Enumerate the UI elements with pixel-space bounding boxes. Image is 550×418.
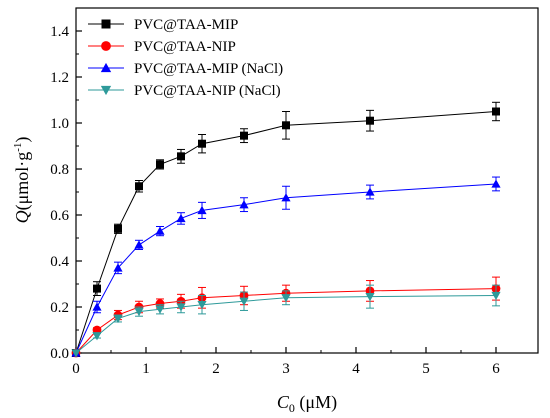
- data-point: [114, 224, 122, 233]
- data-point: [366, 116, 374, 125]
- y-tick-label: 1.2: [50, 70, 69, 86]
- data-point: [93, 284, 101, 293]
- series-3: [71, 176, 501, 357]
- ticks: 0 1 2 3 4 5 6 0.0 0.2 0.4 0.6 0.8 1.0 1.2 1.4: [50, 24, 500, 377]
- data-point: [177, 152, 185, 161]
- data-point: [113, 314, 123, 324]
- x-tick-label: 5: [422, 361, 430, 377]
- data-point: [113, 263, 123, 272]
- data-point: [197, 205, 207, 215]
- data-point: [92, 302, 102, 311]
- y-tick-label: 0.4: [50, 254, 69, 270]
- legend-item: PVC@TAA-NIP: [88, 39, 236, 55]
- data-point: [491, 179, 501, 188]
- series-layer: [71, 101, 501, 358]
- x-tick-label: 1: [142, 361, 150, 377]
- y-tick-label: 1.0: [50, 116, 69, 132]
- data-point: [197, 301, 207, 310]
- data-point: [492, 107, 500, 116]
- legend-label: PVC@TAA-MIP (NaCl): [134, 61, 283, 77]
- series-2: [71, 276, 501, 358]
- x-tick-label: 4: [352, 361, 360, 377]
- data-point: [135, 182, 143, 191]
- data-point: [281, 294, 291, 303]
- legend-marker: [101, 41, 111, 51]
- series-line: [75, 111, 497, 354]
- data-point: [176, 303, 186, 312]
- x-tick-label: 2: [212, 361, 220, 377]
- data-point: [134, 307, 144, 317]
- data-point: [240, 131, 248, 140]
- legend-label: PVC@TAA-NIP: [134, 39, 236, 55]
- x-tick-label: 3: [282, 361, 290, 377]
- series-1: [72, 101, 500, 357]
- data-point: [92, 332, 102, 341]
- data-point: [365, 187, 375, 196]
- data-point: [156, 160, 164, 169]
- legend-marker: [100, 62, 112, 73]
- data-point: [155, 226, 165, 235]
- y-tick-label: 0.0: [50, 346, 69, 362]
- y-axis-label: Q(μmol·g-1): [12, 137, 33, 224]
- legend-item: PVC@TAA-MIP: [88, 17, 238, 33]
- series-4: [71, 284, 501, 358]
- data-point: [282, 121, 290, 130]
- data-point: [71, 349, 81, 358]
- y-tick-label: 0.2: [50, 300, 69, 316]
- data-point: [155, 305, 165, 314]
- y-tick-label: 0.6: [50, 208, 69, 224]
- data-point: [365, 292, 375, 302]
- legend-marker: [101, 19, 111, 29]
- data-point: [239, 200, 249, 209]
- y-tick-label: 0.8: [50, 162, 69, 178]
- legend-item: PVC@TAA-MIP (NaCl): [88, 61, 283, 77]
- plot-area: [75, 7, 539, 354]
- legend-label: PVC@TAA-MIP: [134, 17, 238, 33]
- legend: PVC@TAA-MIP PVC@TAA-NIP PVC@TAA-MIP (NaCl)…: [88, 17, 283, 99]
- data-point: [239, 297, 249, 306]
- data-point: [198, 139, 206, 148]
- legend-marker: [100, 85, 112, 96]
- legend-item: PVC@TAA-NIP (NaCl): [88, 83, 281, 99]
- x-tick-label: 6: [492, 361, 500, 377]
- data-point: [491, 291, 501, 301]
- data-point: [281, 193, 291, 202]
- x-axis-label: C0 (μM): [277, 392, 337, 415]
- data-point: [176, 213, 186, 223]
- legend-label: PVC@TAA-NIP (NaCl): [134, 83, 281, 99]
- x-tick-label: 0: [72, 361, 80, 377]
- data-point: [134, 240, 144, 249]
- y-tick-label: 1.4: [50, 24, 69, 40]
